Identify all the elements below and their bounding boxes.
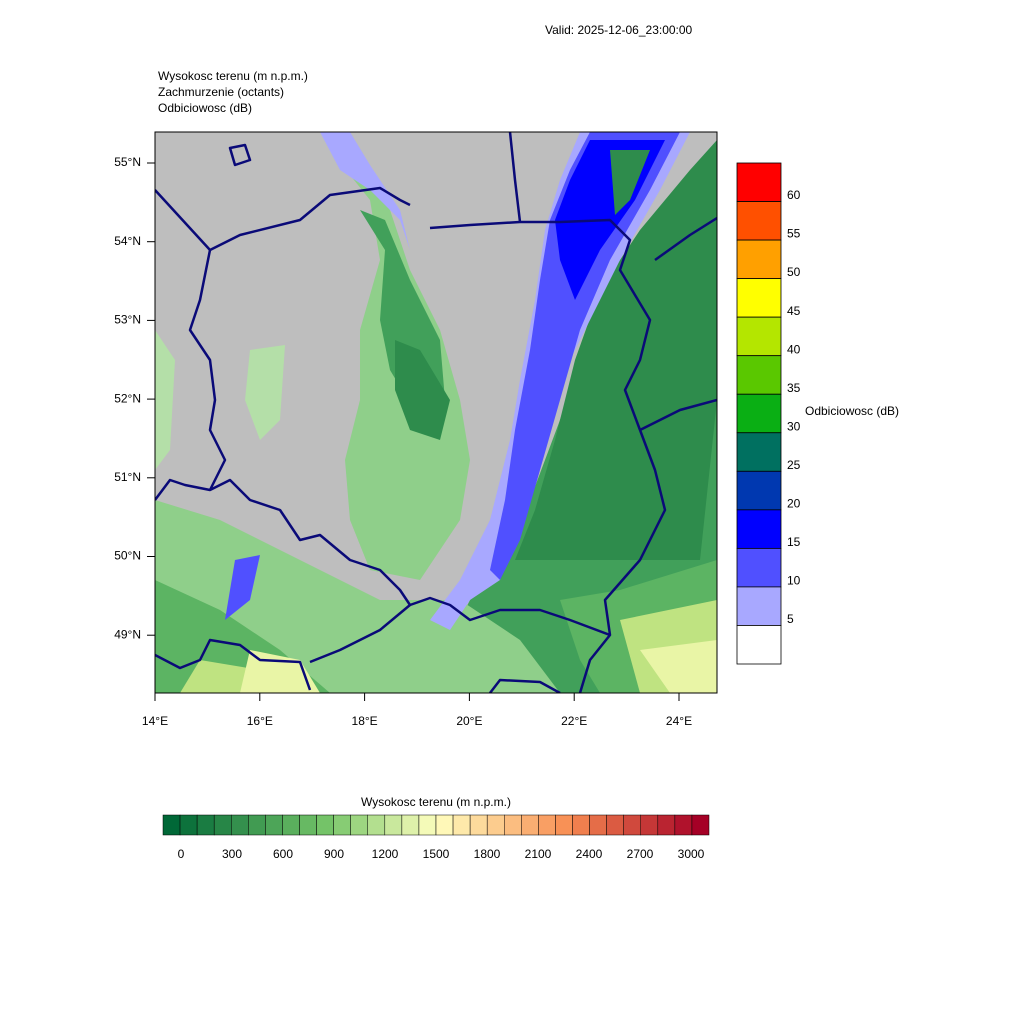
- legend-label: 600: [273, 847, 293, 861]
- lat-label: 51°N: [114, 470, 141, 484]
- lon-label: 18°E: [352, 714, 378, 728]
- lat-label: 55°N: [114, 155, 141, 169]
- legend-swatch: [606, 814, 624, 836]
- lon-label: 24°E: [666, 714, 692, 728]
- legend-swatch: [435, 814, 454, 836]
- legend-swatch: [736, 393, 782, 434]
- legend-swatch: [736, 316, 782, 357]
- legend-swatch: [555, 814, 573, 836]
- legend-swatch: [384, 814, 403, 836]
- legend-swatch: [418, 814, 437, 836]
- legend-swatch: [640, 814, 659, 836]
- legend-swatch: [736, 239, 782, 280]
- legend-swatch: [401, 814, 420, 836]
- legend-swatch: [265, 814, 283, 836]
- map-area: [155, 132, 717, 693]
- legend-swatch: [248, 814, 266, 836]
- legend-title: Wysokosc terenu (m n.p.m.): [361, 795, 511, 809]
- legend-label: 1800: [474, 847, 501, 861]
- legend-label: 10: [787, 574, 801, 588]
- legend-swatch: [179, 814, 198, 836]
- legend-label: 2100: [525, 847, 552, 861]
- legend-label: 0: [178, 847, 185, 861]
- legend-swatch: [736, 470, 782, 511]
- valid-time: Valid: 2025-12-06_23:00:00: [545, 23, 693, 37]
- legend-swatch: [282, 814, 300, 836]
- lat-label: 52°N: [114, 391, 141, 405]
- title-line: Zachmurzenie (octants): [158, 85, 284, 99]
- legend-swatch: [736, 586, 782, 626]
- map-frame: [154, 131, 718, 694]
- legend-swatch: [486, 814, 505, 836]
- legend-label: 2700: [627, 847, 654, 861]
- map-axes: 55°N 54°N 53°N 52°N 51°N 50°N 49°N 14°E 16°E 18°E…: [114, 155, 692, 728]
- legend-swatch: [623, 814, 641, 836]
- lat-label: 54°N: [114, 234, 141, 248]
- legend-label: 3000: [678, 847, 705, 861]
- legend-swatch: [299, 814, 317, 836]
- legend-swatch: [572, 814, 590, 836]
- legend-swatch: [736, 162, 782, 202]
- lat-label: 49°N: [114, 627, 141, 641]
- legend-title: Odbiciowosc (dB): [805, 404, 899, 418]
- reflectivity-legend: 60 55 50 45 40 35 30 25 20 15 10 5 Odbiciowosc (dB): [736, 162, 899, 665]
- legend-swatch: [333, 814, 351, 836]
- title-line: Odbiciowosc (dB): [158, 101, 252, 115]
- legend-label: 50: [787, 265, 801, 279]
- lat-label: 53°N: [114, 313, 141, 327]
- lon-label: 22°E: [561, 714, 587, 728]
- legend-label: 2400: [576, 847, 603, 861]
- legend-swatch: [691, 814, 710, 836]
- legend-swatch: [350, 814, 368, 836]
- legend-label: 40: [787, 342, 801, 356]
- legend-label: 1200: [372, 847, 399, 861]
- legend-swatch: [367, 814, 386, 836]
- title-line: Wysokosc terenu (m n.p.m.): [158, 69, 308, 83]
- legend-label: 15: [787, 535, 801, 549]
- legend-swatch: [589, 814, 607, 836]
- legend-swatch: [213, 814, 232, 836]
- legend-swatch: [231, 814, 249, 836]
- legend-label: 60: [787, 188, 801, 202]
- legend-swatch: [469, 814, 488, 836]
- legend-swatch: [736, 547, 782, 588]
- legend-swatch: [674, 814, 693, 836]
- legend-swatch: [736, 509, 782, 549]
- legend-label: 55: [787, 227, 801, 241]
- legend-swatch: [504, 814, 522, 836]
- legend-swatch: [316, 814, 334, 836]
- legend-label: 5: [787, 612, 794, 626]
- legend-label: 300: [222, 847, 242, 861]
- legend-label: 20: [787, 496, 801, 510]
- legend-swatch: [736, 278, 782, 318]
- lat-label: 50°N: [114, 549, 141, 563]
- lon-label: 14°E: [142, 714, 168, 728]
- legend-swatch: [736, 625, 782, 665]
- legend-label: 35: [787, 381, 801, 395]
- lon-label: 20°E: [456, 714, 482, 728]
- terrain-legend: 0 300 600 900 1200 1500 1800 2100 2400 2700 3000 Wy…: [162, 795, 710, 861]
- lon-label: 16°E: [247, 714, 273, 728]
- legend-swatch: [162, 814, 181, 836]
- legend-label: 45: [787, 304, 801, 318]
- legend-swatch: [736, 355, 782, 395]
- legend-swatch: [736, 201, 782, 241]
- legend-label: 900: [324, 847, 344, 861]
- legend-swatch: [521, 814, 539, 836]
- legend-swatch: [196, 814, 215, 836]
- legend-swatch: [452, 814, 471, 836]
- legend-label: 1500: [423, 847, 450, 861]
- legend-swatch: [538, 814, 556, 836]
- legend-label: 30: [787, 419, 801, 433]
- legend-swatch: [736, 432, 782, 472]
- legend-swatch: [657, 814, 676, 836]
- legend-label: 25: [787, 458, 801, 472]
